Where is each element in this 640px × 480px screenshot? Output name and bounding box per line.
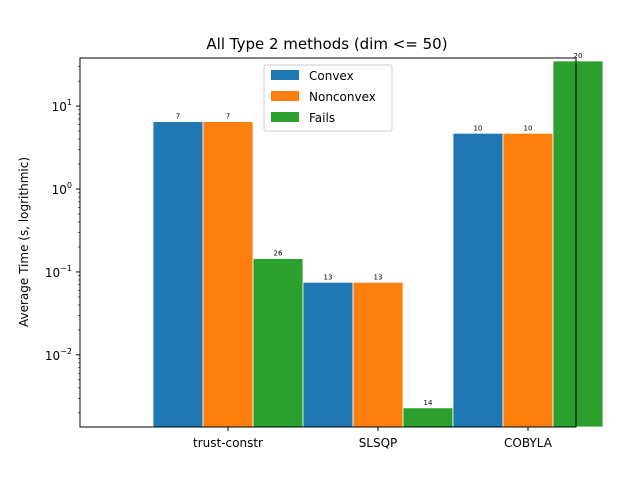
y-tick-label: 100: [52, 181, 72, 197]
legend: Convex Nonconvex Fails: [263, 64, 393, 132]
y-axis-label: Average Time (s, logrithmic): [17, 157, 31, 327]
bar-value-label: 7: [176, 113, 180, 121]
bar-value-label: 10: [474, 124, 483, 132]
y-tick-label: 10−1: [45, 264, 72, 280]
plot-frame: [79, 57, 577, 428]
x-tick-label: SLSQP: [359, 436, 398, 450]
legend-label-nonconvex: Nonconvex: [309, 90, 376, 104]
legend-label-fails: Fails: [309, 111, 335, 125]
bar-nonconvex-0: [202, 121, 254, 428]
legend-swatch-fails: [271, 112, 299, 122]
bar-convex-0: [152, 121, 204, 428]
bar-value-label: 26: [274, 250, 283, 258]
bar-value-label: 7: [226, 113, 230, 121]
x-tick-label: COBYLA: [504, 436, 553, 450]
bar-value-label: 20: [574, 52, 583, 60]
bar-fails-1: [402, 407, 454, 428]
legend-swatch-nonconvex: [271, 91, 299, 101]
bar-value-label: 13: [324, 273, 333, 281]
legend-label-convex: Convex: [309, 69, 354, 83]
bar-nonconvex-1: [352, 281, 404, 428]
y-tick-label: 101: [52, 98, 72, 114]
bar-value-label: 10: [524, 124, 533, 132]
bar-fails-2: [552, 60, 604, 428]
y-axis: 10−2 10−1 100 101: [45, 66, 80, 414]
bar-nonconvex-2: [502, 132, 554, 428]
bar-fails-0: [252, 258, 304, 428]
x-axis: trust-constr SLSQP COBYLA: [193, 427, 553, 450]
bar-value-label: 13: [374, 273, 383, 281]
chart-title: All Type 2 methods (dim <= 50): [206, 35, 447, 53]
y-tick-label: 10−2: [45, 347, 72, 363]
bar-convex-1: [302, 281, 354, 428]
bar-value-label: 14: [424, 399, 433, 407]
bar-convex-2: [452, 132, 504, 428]
x-tick-label: trust-constr: [193, 436, 263, 450]
legend-swatch-convex: [271, 70, 299, 80]
